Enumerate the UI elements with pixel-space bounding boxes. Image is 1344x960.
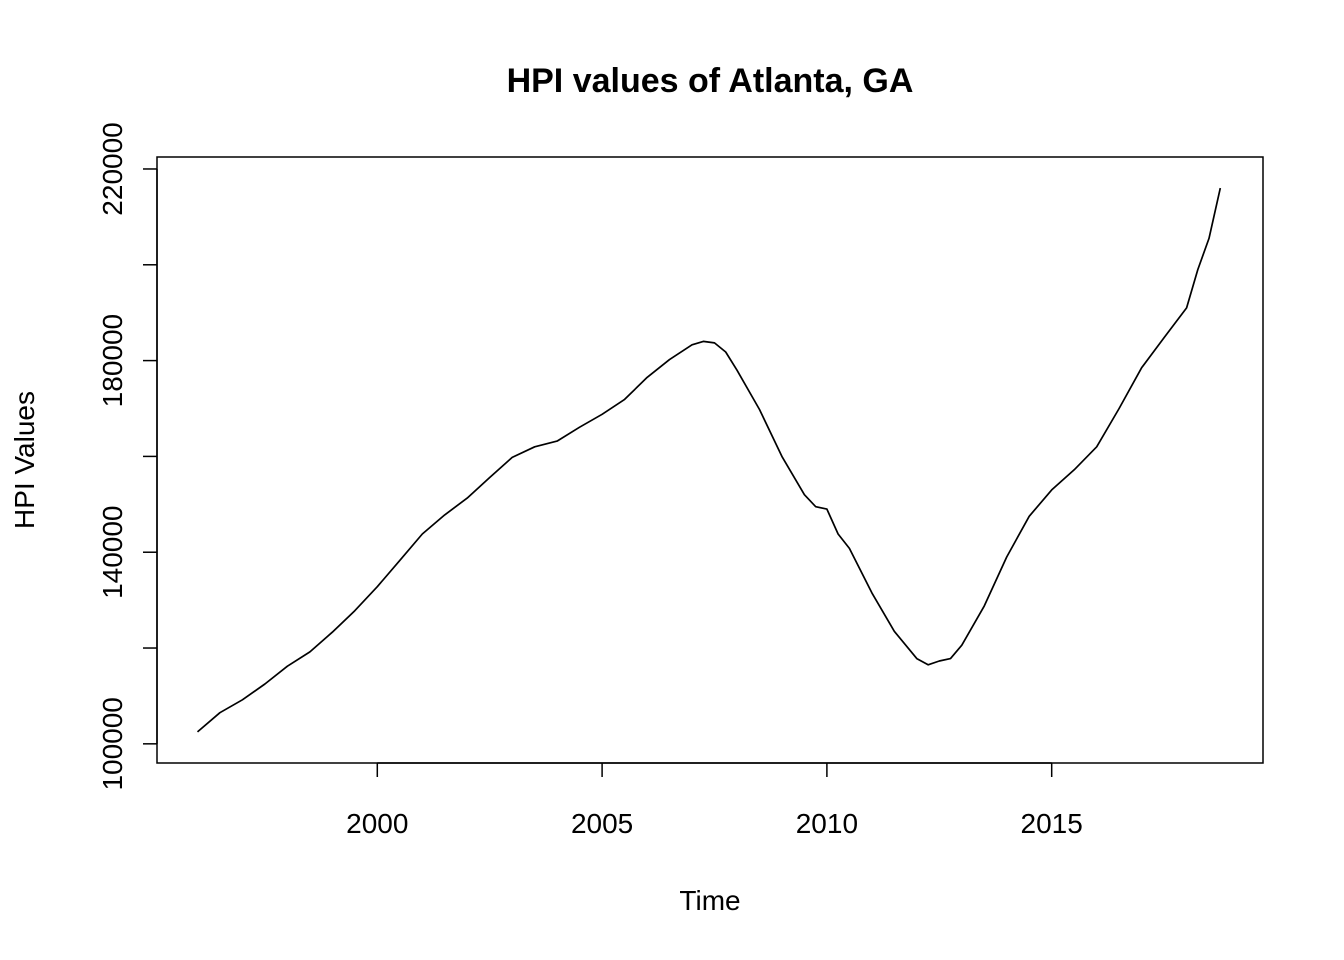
- y-tick-label: 100000: [97, 697, 128, 790]
- y-tick-label: 180000: [97, 314, 128, 407]
- y-tick-label: 140000: [97, 505, 128, 598]
- x-axis: 2000 2005 2010 2015: [346, 762, 1083, 839]
- chart-title: HPI values of Atlanta, GA: [507, 62, 914, 100]
- plot-frame: [156, 156, 1264, 764]
- x-tick-label: 2015: [1021, 808, 1083, 839]
- x-axis-label: Time: [679, 885, 740, 916]
- series-layer: [196, 187, 1222, 733]
- series-line: [196, 187, 1222, 733]
- x-tick-label: 2005: [571, 808, 633, 839]
- y-tick-label: 220000: [97, 122, 128, 215]
- y-axis-label: HPI Values: [9, 391, 40, 529]
- x-tick-label: 2000: [346, 808, 408, 839]
- x-tick-label: 2010: [796, 808, 858, 839]
- y-axis: 100000 140000 180000 220000: [97, 122, 158, 791]
